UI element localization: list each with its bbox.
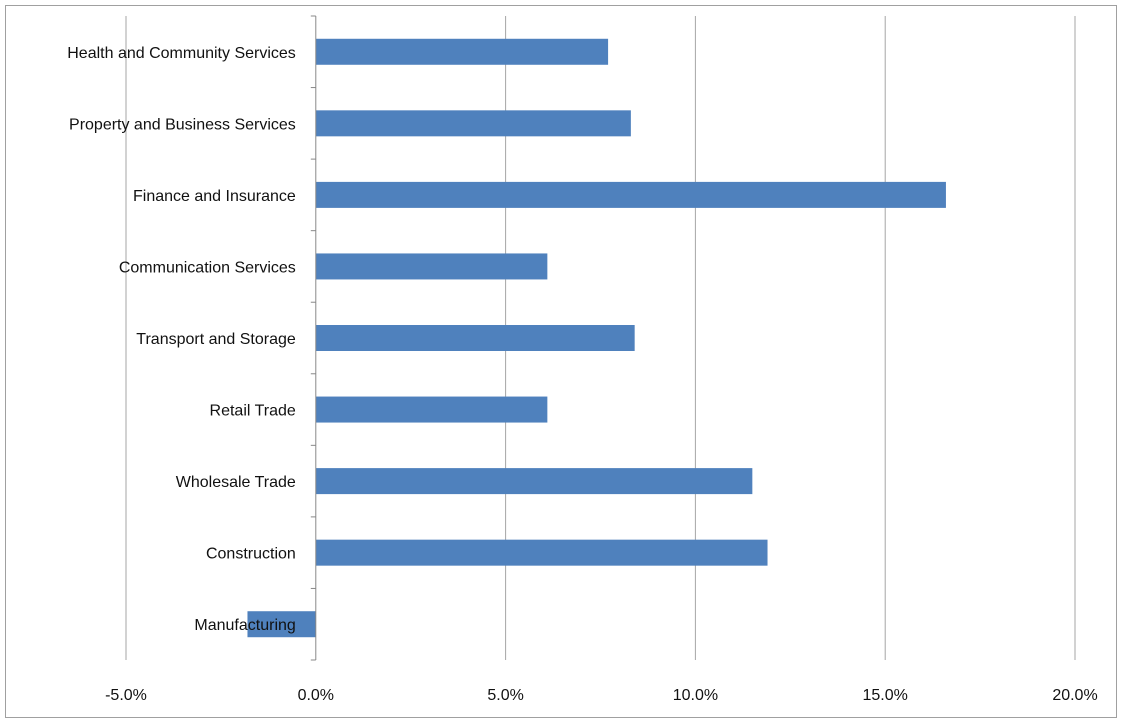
bar-2 — [315, 181, 946, 208]
category-label: Health and Community Services — [67, 45, 296, 62]
category-label: Manufacturing — [194, 617, 295, 634]
category-label: Wholesale Trade — [176, 474, 296, 491]
x-tick-label: 5.0% — [487, 687, 523, 704]
bars — [247, 38, 946, 638]
bar-7 — [315, 539, 768, 566]
bar-8 — [247, 611, 316, 638]
category-label: Transport and Storage — [136, 331, 296, 348]
bar-1 — [315, 110, 631, 137]
category-label: Property and Business Services — [69, 116, 296, 133]
x-tick-label: 20.0% — [1052, 687, 1097, 704]
bar-4 — [315, 325, 635, 351]
x-tick-label: 10.0% — [673, 687, 718, 704]
x-tick-label: -5.0% — [105, 687, 147, 704]
category-label: Retail Trade — [210, 403, 296, 420]
bar-6 — [315, 468, 753, 495]
bar-3 — [315, 253, 548, 280]
bar-5 — [315, 396, 548, 423]
chart-frame: Health and Community Services Property an… — [5, 5, 1117, 718]
category-label: Finance and Insurance — [133, 188, 296, 205]
bar-chart: Health and Community Services Property an… — [67, 15, 1098, 704]
x-tick-label: 0.0% — [298, 687, 334, 704]
category-axis — [310, 15, 317, 661]
bar-0 — [315, 38, 609, 65]
x-tick-label: 15.0% — [863, 687, 908, 704]
category-label: Communication Services — [119, 259, 296, 276]
x-tick-labels: -5.0% 0.0% 5.0% 10.0% 15.0% 20.0% — [105, 687, 1098, 704]
category-labels: Health and Community Services Property an… — [67, 45, 296, 634]
category-label: Construction — [206, 546, 296, 563]
